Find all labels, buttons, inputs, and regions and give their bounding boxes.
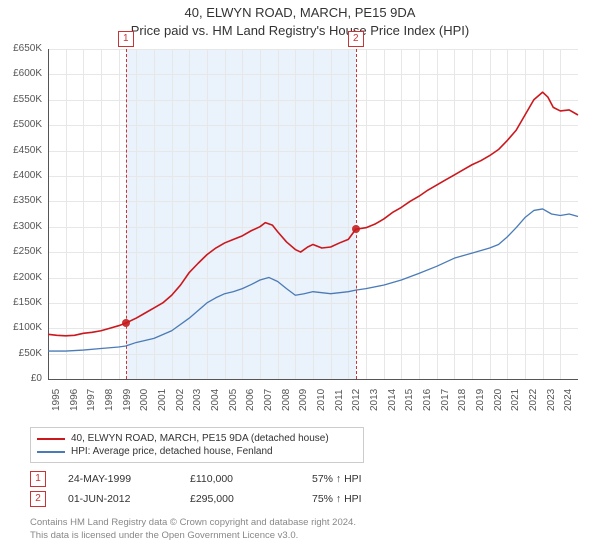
sale-delta: 75% ↑ HPI [312, 493, 362, 505]
legend-label: HPI: Average price, detached house, Fenl… [71, 446, 273, 457]
series-line [0, 41, 588, 389]
x-axis-label: 2020 [493, 389, 504, 411]
x-axis-label: 2001 [157, 389, 168, 411]
x-axis-label: 2008 [281, 389, 292, 411]
x-axis-label: 2005 [228, 389, 239, 411]
attribution-line2: This data is licensed under the Open Gov… [30, 530, 570, 543]
sale-date: 01-JUN-2012 [68, 493, 168, 505]
legend-item: HPI: Average price, detached house, Fenl… [37, 445, 357, 458]
attribution: Contains HM Land Registry data © Crown c… [30, 517, 570, 543]
chart: £0£50K£100K£150K£200K£250K£300K£350K£400… [0, 41, 600, 421]
x-axis-label: 1996 [69, 389, 80, 411]
sale-price: £110,000 [190, 473, 290, 485]
x-axis-label: 2007 [263, 389, 274, 411]
x-axis-label: 2017 [440, 389, 451, 411]
x-axis-label: 2018 [457, 389, 468, 411]
legend-swatch [37, 438, 65, 440]
x-axis-label: 2021 [510, 389, 521, 411]
legend-label: 40, ELWYN ROAD, MARCH, PE15 9DA (detache… [71, 433, 329, 444]
x-axis-label: 1998 [104, 389, 115, 411]
sale-row: 2 01-JUN-2012 £295,000 75% ↑ HPI [30, 489, 600, 509]
sale-row-marker: 2 [30, 491, 46, 507]
chart-title: 40, ELWYN ROAD, MARCH, PE15 9DA Price pa… [0, 0, 600, 39]
sale-delta: 57% ↑ HPI [312, 473, 362, 485]
x-axis-label: 2024 [563, 389, 574, 411]
sale-row: 1 24-MAY-1999 £110,000 57% ↑ HPI [30, 469, 600, 489]
x-axis-label: 1995 [51, 389, 62, 411]
legend-item: 40, ELWYN ROAD, MARCH, PE15 9DA (detache… [37, 432, 357, 445]
legend-swatch [37, 451, 65, 453]
x-axis-label: 2023 [546, 389, 557, 411]
x-axis-label: 2014 [387, 389, 398, 411]
sale-price: £295,000 [190, 493, 290, 505]
x-axis-label: 1999 [122, 389, 133, 411]
x-axis-label: 2015 [404, 389, 415, 411]
x-axis-label: 2004 [210, 389, 221, 411]
sale-date: 24-MAY-1999 [68, 473, 168, 485]
x-axis-label: 2019 [475, 389, 486, 411]
x-axis-label: 2010 [316, 389, 327, 411]
x-axis-label: 2009 [298, 389, 309, 411]
title-line1: 40, ELWYN ROAD, MARCH, PE15 9DA [0, 4, 600, 22]
x-axis-label: 2006 [245, 389, 256, 411]
sale-table: 1 24-MAY-1999 £110,000 57% ↑ HPI 2 01-JUN-201… [30, 469, 600, 509]
x-axis-label: 2022 [528, 389, 539, 411]
title-line2: Price paid vs. HM Land Registry's House … [0, 22, 600, 40]
sale-row-marker: 1 [30, 471, 46, 487]
x-axis-label: 2011 [334, 390, 345, 412]
x-axis-label: 2003 [192, 389, 203, 411]
legend: 40, ELWYN ROAD, MARCH, PE15 9DA (detache… [30, 427, 364, 463]
x-axis-label: 2000 [139, 389, 150, 411]
x-axis-label: 2013 [369, 389, 380, 411]
x-axis-label: 2016 [422, 389, 433, 411]
x-axis-label: 1997 [86, 389, 97, 411]
x-axis-label: 2002 [175, 389, 186, 411]
attribution-line1: Contains HM Land Registry data © Crown c… [30, 517, 570, 530]
x-axis-label: 2012 [351, 389, 362, 411]
